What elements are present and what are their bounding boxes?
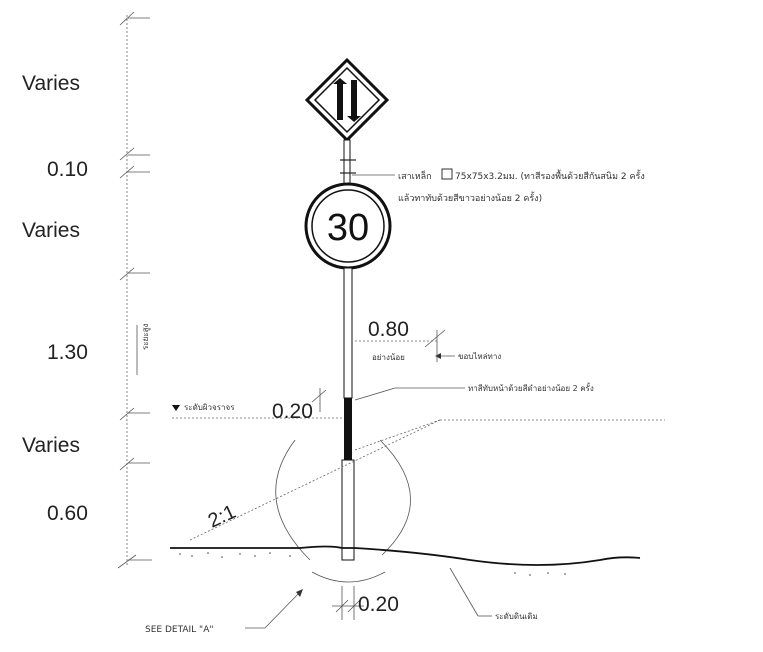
speed-limit-sign: 30: [304, 182, 392, 270]
dim-0-80: 0.80: [368, 318, 409, 341]
vertical-dimension-line: [117, 11, 152, 569]
post-main: [343, 267, 353, 399]
diamond-sign: [304, 57, 390, 143]
dim-0-20-post: 0.20: [272, 400, 313, 423]
dim-0-20-footing: 0.20: [358, 593, 399, 616]
detail-arc-right: [379, 439, 411, 556]
dim-varies-lower: Varies: [22, 434, 80, 457]
post-upper: [343, 139, 351, 191]
speed-limit-value: 30: [327, 207, 369, 249]
dim-varies-top: Varies: [22, 72, 80, 95]
ground-line: [170, 545, 641, 566]
dim-slope: 2:1: [205, 501, 240, 533]
two-way-arrows-icon: [333, 78, 361, 122]
ground-texture: [179, 552, 566, 576]
square-section-icon: [441, 168, 453, 180]
note-leaders: [352, 174, 665, 451]
vertical-height-label: ระยะสูง: [141, 324, 151, 350]
note-post-line1: เสาเหล็ก: [398, 169, 432, 182]
post-footing: [341, 459, 355, 561]
detail-arc-left: [275, 439, 311, 561]
note-road-edge: ขอบไหล่ทาง: [458, 352, 501, 361]
dim-varies-sign: Varies: [22, 219, 80, 242]
note-post-line2: แล้วทาทับด้วยสีขาวอย่างน้อย 2 ครั้ง): [398, 191, 542, 204]
dim-0-10: 0.10: [47, 158, 88, 181]
note-paint-black: ทาสีทับหน้าด้วยสีดำอย่างน้อย 2 ครั้ง: [468, 382, 594, 393]
note-ground: ระดับดินเดิม: [495, 612, 538, 621]
dim-1-30: 1.30: [47, 341, 88, 364]
level-triangle-icon: [172, 405, 180, 411]
note-min: อย่างน้อย: [372, 353, 405, 362]
detail-arc-bottom: [311, 571, 386, 583]
note-post-spec: 75x75x3.2มม. (ทาสีรองพื้นด้วยสีกันสนิม 2…: [455, 169, 645, 182]
note-road-level: ระดับผิวจราจร: [184, 403, 235, 412]
post-black-section: [344, 398, 352, 460]
note-see-detail: SEE DETAIL "A": [145, 625, 213, 635]
dim-0-60: 0.60: [47, 502, 88, 525]
